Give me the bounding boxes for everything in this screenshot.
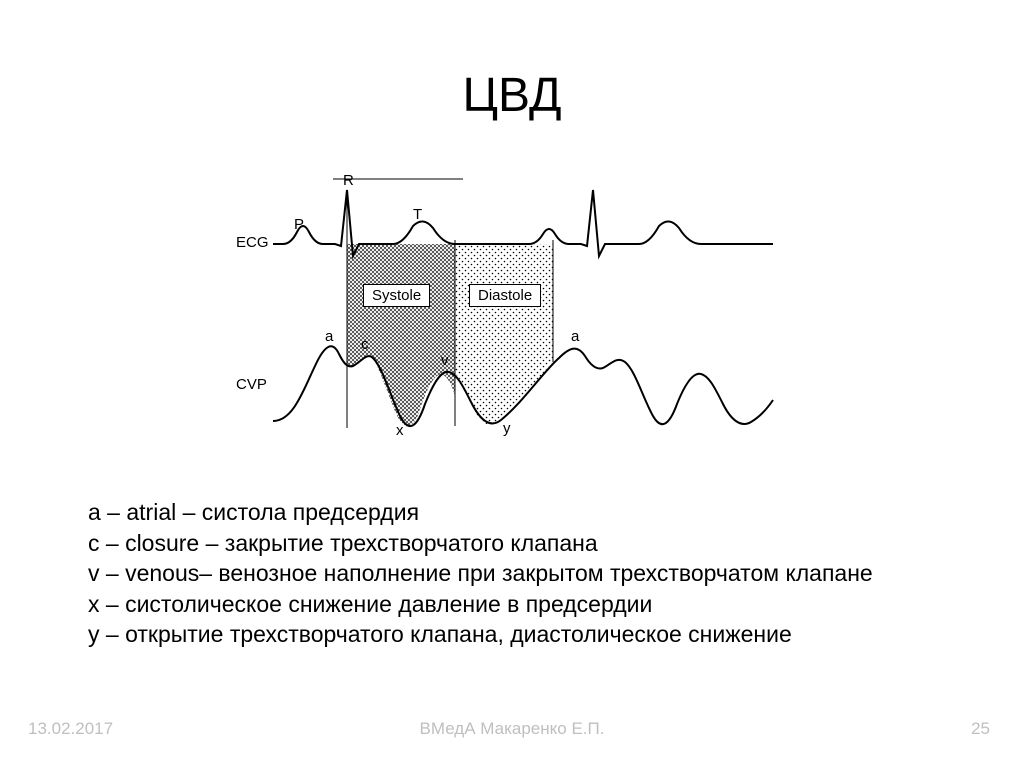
ecg-p-label: P (294, 216, 304, 233)
legend-line: c – closure – закрытие трехстворчатого к… (88, 528, 873, 559)
cvp-x-label: x (396, 422, 404, 439)
footer-page: 25 (971, 719, 990, 739)
diagram-svg (233, 176, 793, 458)
cvp-a2-label: a (571, 328, 579, 345)
legend-line: a – atrial – систола предсердия (88, 497, 873, 528)
cvp-c-label: c (361, 336, 369, 353)
ecg-t-label: T (413, 206, 422, 223)
systole-box: Systole (363, 284, 430, 307)
footer-author: ВМедА Макаренко Е.П. (0, 719, 1024, 739)
footer: 13.02.2017 ВМедА Макаренко Е.П. 25 (0, 719, 1024, 743)
page-title: ЦВД (0, 68, 1024, 123)
diastole-box: Diastole (469, 284, 541, 307)
cvp-v-label: v (441, 352, 449, 369)
cvp-label: CVP (236, 376, 267, 393)
cvp-a1-label: a (325, 328, 333, 345)
ecg-label: ECG (236, 234, 269, 251)
waveform-diagram: ECG CVP P R T a c v x y a Systole Diasto… (233, 176, 793, 458)
ecg-r-label: R (343, 172, 354, 189)
slide: ЦВД (0, 0, 1024, 767)
legend: a – atrial – систола предсердия c – clos… (88, 497, 873, 650)
legend-line: v – venous– венозное наполнение при закр… (88, 558, 873, 589)
legend-line: y – открытие трехстворчатого клапана, ди… (88, 619, 873, 650)
legend-line: x – систолическое снижение давление в пр… (88, 589, 873, 620)
cvp-y-label: y (503, 420, 511, 437)
